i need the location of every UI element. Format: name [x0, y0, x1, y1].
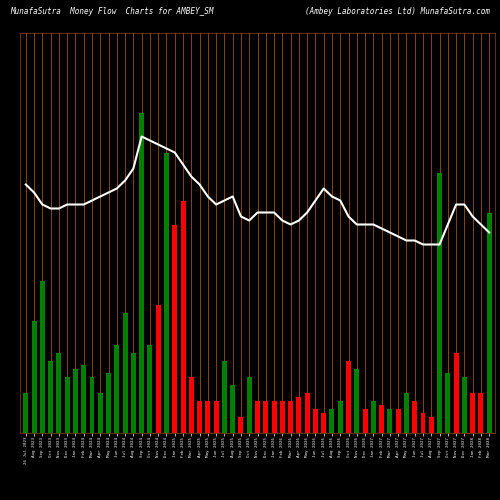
- Bar: [346, 360, 351, 432]
- Bar: [214, 400, 218, 432]
- Bar: [131, 352, 136, 432]
- Bar: [462, 376, 467, 432]
- Bar: [338, 400, 342, 432]
- Bar: [429, 416, 434, 432]
- Bar: [288, 400, 293, 432]
- Bar: [486, 212, 492, 432]
- Bar: [296, 396, 302, 432]
- Bar: [98, 392, 103, 432]
- Bar: [64, 376, 70, 432]
- Bar: [470, 392, 475, 432]
- Bar: [139, 112, 144, 432]
- Bar: [362, 408, 368, 432]
- Bar: [180, 200, 186, 432]
- Bar: [330, 408, 334, 432]
- Bar: [90, 376, 94, 432]
- Bar: [238, 416, 244, 432]
- Bar: [106, 372, 111, 432]
- Bar: [264, 400, 268, 432]
- Bar: [420, 412, 426, 432]
- Bar: [371, 400, 376, 432]
- Bar: [304, 392, 310, 432]
- Bar: [246, 376, 252, 432]
- Bar: [230, 384, 235, 432]
- Bar: [40, 280, 45, 432]
- Text: MunafaSutra  Money Flow  Charts for AMBEY_SM: MunafaSutra Money Flow Charts for AMBEY_…: [10, 8, 214, 16]
- Bar: [412, 400, 417, 432]
- Bar: [446, 372, 450, 432]
- Bar: [321, 412, 326, 432]
- Bar: [189, 376, 194, 432]
- Bar: [156, 304, 160, 432]
- Bar: [164, 152, 169, 432]
- Bar: [32, 320, 36, 432]
- Bar: [81, 364, 86, 432]
- Bar: [24, 392, 28, 432]
- Bar: [388, 408, 392, 432]
- Bar: [404, 392, 409, 432]
- Bar: [396, 408, 400, 432]
- Bar: [437, 172, 442, 432]
- Bar: [454, 352, 458, 432]
- Bar: [48, 360, 53, 432]
- Bar: [206, 400, 210, 432]
- Bar: [114, 344, 119, 432]
- Bar: [313, 408, 318, 432]
- Bar: [379, 404, 384, 432]
- Bar: [197, 400, 202, 432]
- Bar: [172, 224, 177, 432]
- Bar: [255, 400, 260, 432]
- Bar: [354, 368, 360, 432]
- Bar: [73, 368, 78, 432]
- Bar: [478, 392, 484, 432]
- Bar: [222, 360, 227, 432]
- Bar: [280, 400, 285, 432]
- Bar: [122, 312, 128, 432]
- Bar: [148, 344, 152, 432]
- Text: (Ambey Laboratories Ltd) MunafaSutra.com: (Ambey Laboratories Ltd) MunafaSutra.com: [305, 8, 490, 16]
- Bar: [56, 352, 62, 432]
- Bar: [272, 400, 276, 432]
